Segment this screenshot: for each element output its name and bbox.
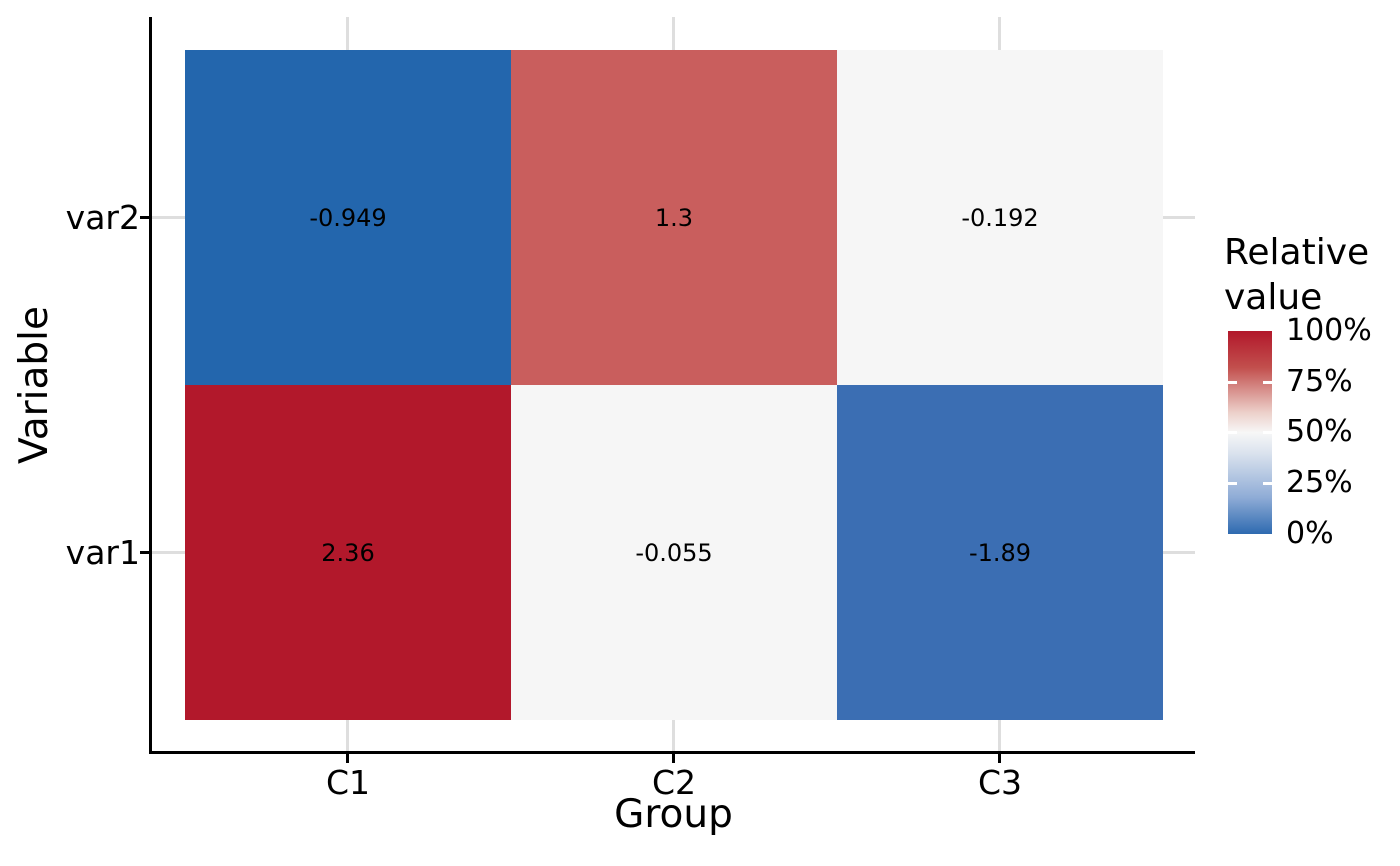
- colorbar-tick: [1228, 381, 1237, 384]
- axis-tick: [672, 754, 675, 763]
- cell-value-label: -0.192: [961, 203, 1039, 232]
- cell-value-label: -0.949: [309, 203, 387, 232]
- heatmap-cell: -0.192: [837, 50, 1163, 385]
- axis-tick: [346, 754, 349, 763]
- gridline: [152, 551, 185, 554]
- x-tick-label: C1: [325, 763, 371, 802]
- x-axis-title: Group: [614, 792, 733, 837]
- heatmap-cell: 2.36: [185, 385, 511, 720]
- gridline: [998, 720, 1001, 751]
- colorbar-tick: [1228, 482, 1237, 485]
- colorbar-gradient: [1228, 331, 1272, 534]
- colorbar-label: 75%: [1286, 364, 1353, 399]
- y-axis-line: [149, 17, 152, 754]
- colorbar-label: 50%: [1286, 414, 1353, 449]
- colorbar-tick: [1263, 431, 1272, 434]
- legend-title-line1: Relative: [1224, 232, 1370, 273]
- heatmap-cell: -0.949: [185, 50, 511, 385]
- colorbar-tick: [1263, 482, 1272, 485]
- heatmap-cell: -0.055: [511, 385, 837, 720]
- gridline: [1163, 551, 1195, 554]
- cell-value-label: 2.36: [321, 538, 375, 567]
- legend-title: Relative value: [1224, 230, 1369, 320]
- legend-title-line2: value: [1224, 277, 1323, 318]
- gridline: [672, 720, 675, 751]
- colorbar-tick: [1263, 381, 1272, 384]
- heatmap-cell: 1.3: [511, 50, 837, 385]
- axis-tick: [140, 551, 149, 554]
- cell-value-label: -0.055: [635, 538, 713, 567]
- gridline: [998, 17, 1001, 50]
- gridline: [152, 216, 185, 219]
- x-axis-line: [149, 751, 1195, 754]
- colorbar-label: 25%: [1286, 465, 1353, 500]
- axis-tick: [998, 754, 1001, 763]
- cell-value-label: -1.89: [968, 538, 1032, 567]
- gridline: [1163, 216, 1195, 219]
- axis-tick: [140, 216, 149, 219]
- x-tick-label: C2: [651, 763, 697, 802]
- y-tick-label: var2: [65, 198, 140, 237]
- gridline: [346, 17, 349, 50]
- heatmap: -0.949 1.3 -0.192 2.36 -0.055 -1.89: [185, 50, 1163, 720]
- colorbar-label: 0%: [1286, 516, 1334, 551]
- heatmap-cell: -1.89: [837, 385, 1163, 720]
- gridline: [346, 720, 349, 751]
- y-axis-title: Variable: [12, 306, 57, 464]
- y-tick-label: var1: [65, 533, 140, 572]
- x-tick-label: C3: [977, 763, 1023, 802]
- colorbar-label: 100%: [1286, 313, 1372, 348]
- colorbar-tick: [1228, 431, 1237, 434]
- gridline: [672, 17, 675, 50]
- cell-value-label: 1.3: [654, 203, 694, 232]
